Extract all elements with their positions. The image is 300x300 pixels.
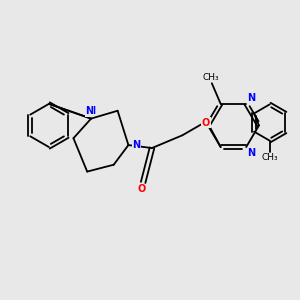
Text: N: N bbox=[87, 106, 95, 116]
Text: N: N bbox=[85, 106, 93, 116]
Text: N: N bbox=[247, 148, 255, 158]
Text: CH₃: CH₃ bbox=[261, 153, 278, 162]
Text: O: O bbox=[202, 118, 210, 128]
Text: N: N bbox=[132, 140, 140, 150]
Text: O: O bbox=[137, 184, 145, 194]
Text: CH₃: CH₃ bbox=[202, 73, 219, 82]
Text: N: N bbox=[247, 93, 255, 103]
Text: N: N bbox=[132, 140, 140, 150]
